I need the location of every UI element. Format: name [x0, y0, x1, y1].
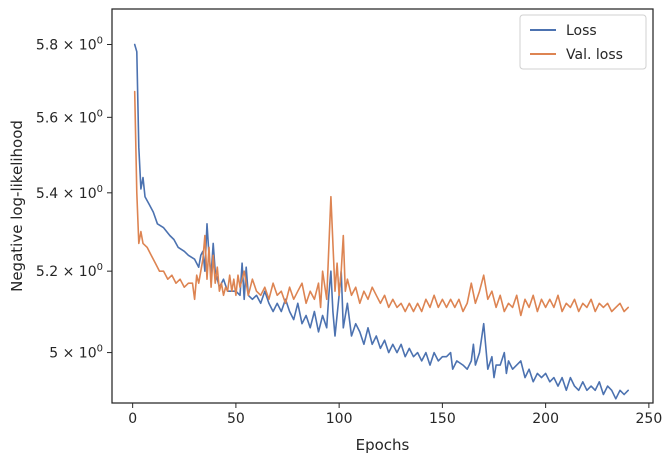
series-line-val-loss	[133, 90, 629, 317]
y-tick-label: 5 × 100	[49, 344, 103, 362]
y-tick-label: 5.6 × 100	[36, 108, 103, 126]
x-tick-label: 150	[429, 411, 456, 427]
x-tick-label: 100	[326, 411, 353, 427]
legend-label-loss: Loss	[566, 23, 597, 39]
x-tick-label: 200	[532, 411, 559, 427]
y-tick-label: 5.2 × 100	[36, 262, 103, 280]
legend: Loss Val. loss	[519, 14, 647, 70]
plot-lines	[133, 43, 629, 400]
x-tick-label: 50	[227, 411, 245, 427]
x-axis-label: Epochs	[356, 436, 410, 454]
y-axis-label: Negative log-likelihood	[8, 120, 26, 292]
plot-frame	[111, 8, 654, 404]
y-tick-label: 5.8 × 100	[36, 35, 103, 53]
x-tick-label: 0	[128, 411, 137, 427]
x-axis-ticks: 0 50 100 150 200 250	[128, 403, 662, 427]
legend-label-val-loss: Val. loss	[566, 47, 623, 63]
y-tick-label: 5.4 × 100	[36, 184, 103, 202]
legend-box	[519, 14, 647, 70]
y-axis-ticks: 5 × 100 5.2 × 100 5.4 × 100 5.6 × 100 5.8 × …	[36, 35, 112, 362]
x-tick-label: 250	[636, 411, 663, 427]
